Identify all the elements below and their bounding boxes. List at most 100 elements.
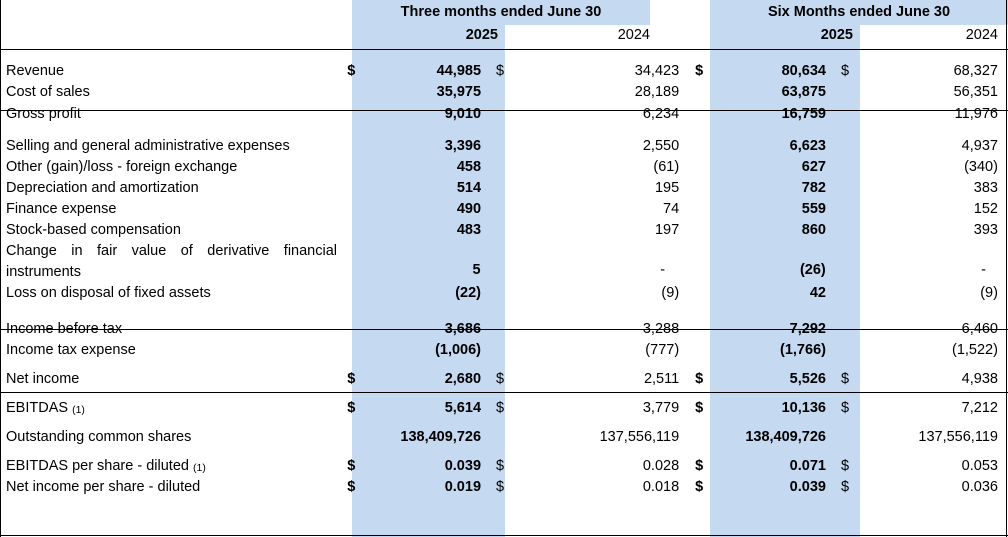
currency-symbol: $ [840,371,850,387]
row-label: Income tax expense [6,342,136,358]
row-label-wrapper: Change in fair value of derivative finan… [0,241,341,283]
row-label: Loss on disposal of fixed assets [6,285,211,301]
value-s-2024: (9) [980,285,998,301]
section-gap [0,361,1008,369]
column-header-q-2024: 2024 [617,27,650,43]
row-label: Gross profit [6,106,81,122]
value-q-2025: 5,614 [444,400,482,416]
value-s-2024: (1,522) [952,342,998,358]
table-row-loss-on-disposal: Loss on disposal of fixed assets (22) (9… [0,283,1008,304]
value-s-2025: 0.039 [789,479,826,495]
value-q-2024: 2,550 [642,138,680,154]
column-header-q-2025: 2025 [465,27,498,43]
currency-symbol: $ [496,63,505,79]
currency-symbol: $ [695,400,704,416]
highlight-header-three-months [352,0,650,25]
currency-symbol: $ [840,400,850,416]
value-q-2025: 458 [456,159,482,175]
value-q-2024: 0.018 [642,479,680,495]
value-q-2024: 34,423 [634,63,680,79]
value-s-2025: (26) [799,262,826,278]
section-gap [0,448,1008,456]
currency-symbol: $ [695,371,704,387]
row-label: Revenue [6,63,65,79]
value-s-2025: 80,634 [781,63,826,79]
section-gap [0,125,1008,136]
value-s-2025: 10,136 [781,400,826,416]
value-q-2025: 0.019 [444,479,482,495]
value-s-2025: 16,759 [781,106,826,122]
row-label-line2: instruments [6,264,81,280]
row-label-wrapper: EBITDAS (1) [0,398,341,420]
value-q-2025: 483 [456,222,482,238]
value-s-2025: 782 [801,180,826,196]
value-q-2025: 490 [456,201,482,217]
value-s-2024: (340) [964,159,998,175]
table-row-ebitdas-per-share: EBITDAS per share - diluted (1) $ 0.039 … [0,456,1008,477]
value-s-2024: 0.053 [961,458,998,474]
table-left-border [0,0,1,537]
rule-under-header [0,49,1008,50]
row-label: Selling and general administrative expen… [6,138,290,154]
table-row-derivative-fair-value: Change in fair value of derivative finan… [0,241,1008,283]
value-q-2024: (777) [645,342,680,358]
currency-symbol: $ [496,371,505,387]
footnote-marker: (1) [192,462,206,474]
row-label: Net income per share - diluted [6,479,201,495]
row-label: Other (gain)/loss - foreign exchange [6,159,238,175]
highlight-header-six-months [710,0,1008,25]
currency-symbol: $ [840,479,850,495]
value-s-2024: 152 [973,201,998,217]
currency-symbol: $ [496,458,505,474]
value-q-2025: 2,680 [444,371,482,387]
section-gap [0,304,1008,319]
value-s-2025: 860 [801,222,826,238]
table-row-net-income-per-share: Net income per share - diluted $ 0.019 $… [0,477,1008,498]
table-row-depreciation-amortization: Depreciation and amortization 514 195 78… [0,178,1008,199]
table-row-finance-expense: Finance expense 490 74 559 152 [0,199,1008,220]
row-label: Depreciation and amortization [6,180,199,196]
row-label: Outstanding common shares [6,429,192,445]
value-s-2024: 11,976 [954,106,998,122]
currency-symbol: $ [347,63,356,79]
table-row-gross-profit: Gross profit 9,010 6,234 16,759 11,976 [0,104,1008,125]
value-q-2024: 3,779 [642,400,680,416]
currency-symbol: $ [695,479,704,495]
highlight-column-q2-2025 [352,0,505,537]
value-s-2025: 42 [809,285,826,301]
value-q-2024: 137,556,119 [599,429,680,445]
row-label-line1: Change in fair value of derivative finan… [6,243,337,259]
value-q-2024: 0.028 [642,458,680,474]
value-q-2024: 28,189 [634,84,680,100]
table-row-income-tax-expense: Income tax expense (1,006) (777) (1,766)… [0,340,1008,361]
value-s-2025: 63,875 [781,84,826,100]
value-s-2025: 138,409,726 [745,429,826,445]
value-q-2024: 2,511 [643,371,680,387]
value-s-2024: 0.036 [961,479,998,495]
value-s-2024: 4,938 [961,371,998,387]
column-header-s-2024: 2024 [965,27,998,43]
value-q-2025: (22) [455,285,482,301]
table-body: Revenue $ 44,985 $ 34,423 $ 80,634 $ 68,… [0,61,1008,498]
table-row-revenue: Revenue $ 44,985 $ 34,423 $ 80,634 $ 68,… [0,61,1008,82]
row-label: EBITDAS per share - diluted [6,458,189,474]
value-s-2025: 559 [801,201,826,217]
value-q-2024: 195 [654,180,680,196]
value-s-2025: 5,526 [789,371,826,387]
currency-symbol: $ [347,458,356,474]
currency-symbol: $ [695,63,704,79]
value-q-2024: (61) [653,159,680,175]
value-s-2024: - [981,262,986,278]
table-row-ebitdas: EBITDAS (1) $ 5,614 $ 3,779 $ 10,136 $ 7… [0,398,1008,419]
value-s-2024: 56,351 [953,84,998,100]
currency-symbol: $ [347,479,356,495]
section-gap [0,419,1008,427]
currency-symbol: $ [695,458,704,474]
table-row-cost-of-sales: Cost of sales 35,975 28,189 63,875 56,35… [0,82,1008,103]
value-q-2024: (9) [661,285,680,301]
footnote-marker: (1) [72,404,85,416]
table-right-border [1006,0,1007,537]
value-q-2025: 5 [472,262,481,278]
value-q-2025: 9,010 [444,106,482,122]
